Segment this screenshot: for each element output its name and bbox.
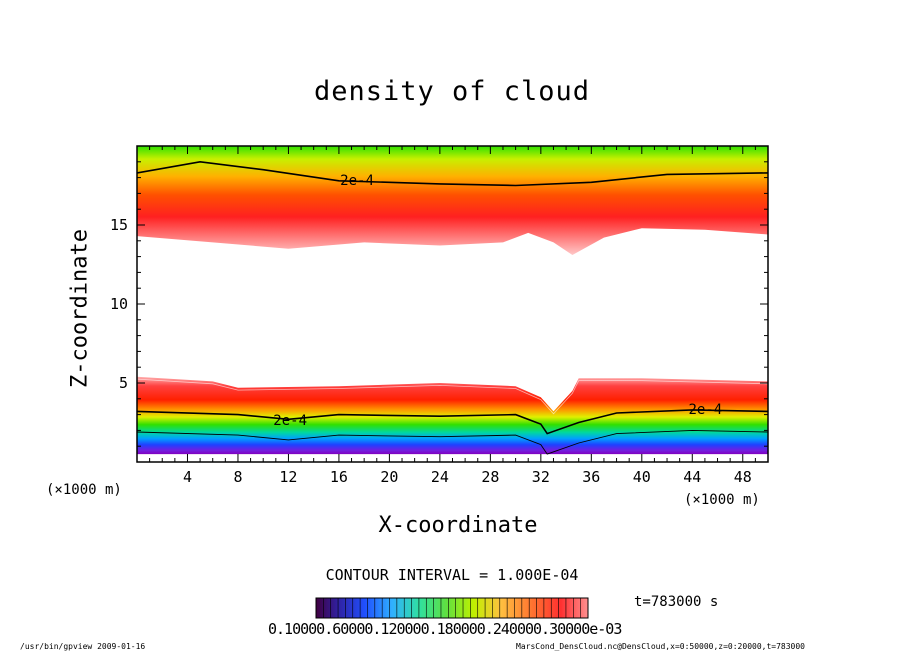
contour-interval-label: CONTOUR INTERVAL = 1.000E-04 bbox=[325, 566, 579, 584]
chart-title: density of cloud bbox=[313, 76, 591, 107]
contour-label: 2e-4 bbox=[688, 401, 723, 418]
footer-left: /usr/bin/gpview 2009-01-16 bbox=[20, 642, 146, 651]
y-tick-label: 5 bbox=[118, 374, 128, 392]
footer-right: MarsCond_DensCloud.nc@DensCloud,x=0:5000… bbox=[516, 642, 805, 651]
x-tick-label: 40 bbox=[632, 468, 651, 486]
lower-contour-line bbox=[137, 409, 768, 435]
y-tick-label: 10 bbox=[109, 295, 128, 313]
contour-label: 2e-4 bbox=[273, 412, 307, 429]
x-tick-label: 36 bbox=[582, 468, 601, 486]
x-unit-right: (×1000 m) bbox=[684, 492, 760, 508]
time-label: t=783000 s bbox=[634, 594, 719, 610]
x-tick-label: 48 bbox=[733, 468, 752, 486]
x-tick-label: 4 bbox=[182, 468, 192, 486]
x-tick-label: 20 bbox=[380, 468, 399, 486]
y-axis-label: Z-coordinate bbox=[67, 229, 93, 388]
upper-contour-line bbox=[137, 160, 768, 187]
colorbar bbox=[315, 597, 589, 619]
y-tick-label: 15 bbox=[109, 216, 128, 234]
x-tick-label: 8 bbox=[233, 468, 243, 486]
lower-layer-edge bbox=[137, 378, 768, 415]
contour-label: 2e-4 bbox=[340, 172, 374, 189]
x-tick-label: 24 bbox=[430, 468, 449, 486]
upper-cloud-layer bbox=[137, 146, 768, 255]
x-tick-label: 44 bbox=[683, 468, 702, 486]
lower-contour-line-2 bbox=[137, 429, 768, 455]
x-tick-label: 32 bbox=[531, 468, 550, 486]
x-tick-label: 12 bbox=[279, 468, 298, 486]
x-unit-left: (×1000 m) bbox=[46, 482, 122, 498]
x-tick-label: 28 bbox=[481, 468, 500, 486]
colorbar-labels: 0.10000.60000.120000.180000.240000.30000… bbox=[268, 620, 622, 638]
x-axis-label: X-coordinate bbox=[378, 513, 538, 538]
x-tick-label: 16 bbox=[329, 468, 348, 486]
